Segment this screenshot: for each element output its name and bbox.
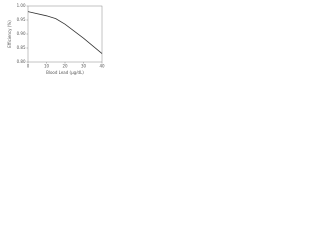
x-tick-label: 30 [81, 64, 87, 69]
y-tick-label: 0.95 [17, 17, 26, 22]
chart: Blood Lead (µg/dL) Efficiency (%) 0.80 0.… [7, 3, 105, 75]
x-tick-label: 40 [99, 64, 105, 69]
x-tick-label: 20 [62, 64, 68, 69]
y-tick-label: 0.85 [17, 45, 26, 50]
x-axis-label: Blood Lead (µg/dL) [46, 70, 84, 75]
y-tick-label: 0.90 [17, 31, 26, 36]
y-axis-label: Efficiency (%) [7, 20, 12, 48]
x-tick-label: 0 [27, 64, 30, 69]
y-tick-label: 0.80 [17, 59, 26, 64]
x-tick-label: 10 [44, 64, 50, 69]
y-tick-label: 1.00 [17, 3, 26, 8]
line [27, 11, 103, 54]
